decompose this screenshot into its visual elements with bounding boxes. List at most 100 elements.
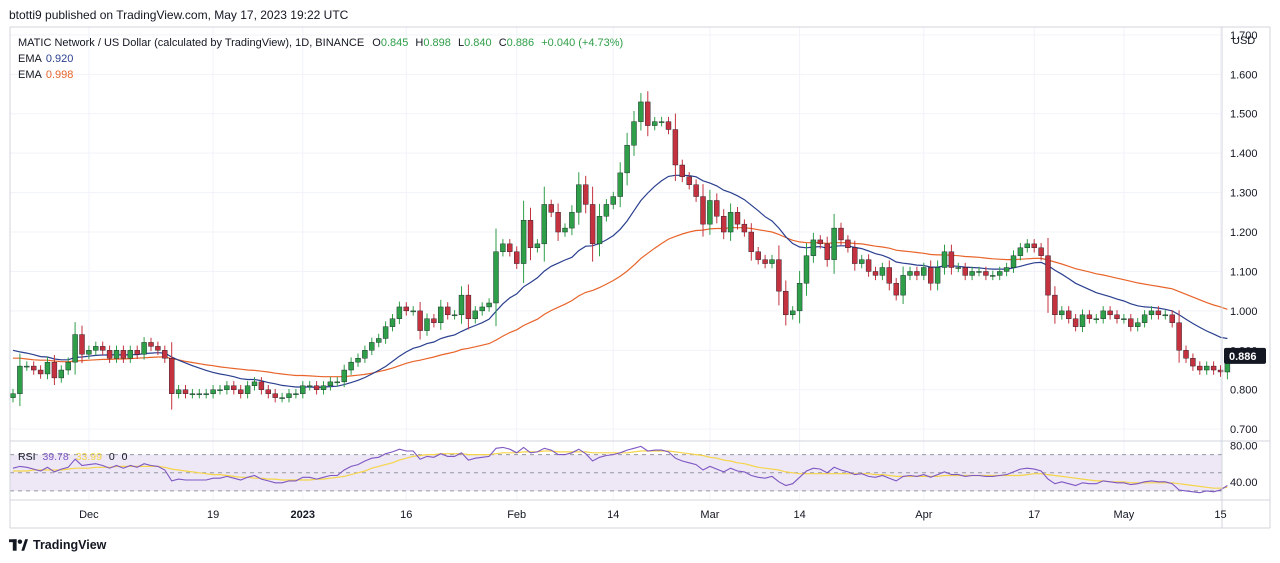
candle — [99, 341, 106, 356]
candle-body — [1176, 322, 1182, 351]
candle-body — [1107, 310, 1113, 316]
candle-body — [106, 350, 113, 359]
candle — [1197, 361, 1203, 375]
candle-body — [652, 121, 658, 126]
candle-body — [790, 310, 796, 316]
candle — [721, 209, 727, 240]
candle-body — [445, 306, 451, 316]
candle-body — [458, 294, 465, 316]
candle — [237, 385, 244, 399]
tradingview-logo-icon — [9, 539, 28, 551]
candle — [1107, 306, 1113, 320]
candle — [265, 385, 271, 399]
candle — [589, 186, 596, 262]
candle-body — [472, 310, 478, 319]
candle — [334, 377, 340, 387]
candle-body — [686, 176, 692, 185]
candle-body — [362, 350, 368, 359]
candle-body — [1114, 314, 1120, 319]
candle-body — [313, 385, 320, 390]
change-value: +0.040 (+4.73%) — [541, 37, 624, 49]
candle-body — [417, 310, 423, 331]
candle-body — [389, 318, 396, 327]
candle — [652, 116, 658, 131]
tradingview-logo[interactable]: TradingView — [9, 538, 106, 552]
candle — [244, 381, 251, 399]
candle-body — [755, 251, 761, 260]
candle — [1190, 353, 1196, 371]
candle-body — [1197, 365, 1203, 371]
candle-body — [155, 346, 161, 351]
rsi-label: RSI — [18, 451, 36, 463]
ema-fast-legend[interactable]: EMA 0.920 — [18, 51, 623, 67]
rsi-ma-value: 33.99 — [75, 451, 102, 463]
candle-body — [631, 121, 637, 146]
candle-body — [658, 121, 665, 123]
time-tick-label: Feb — [507, 509, 526, 521]
candle — [803, 243, 810, 296]
candle — [17, 353, 23, 407]
candle-body — [1190, 358, 1196, 367]
candle — [37, 365, 44, 379]
candle — [258, 377, 265, 395]
candle-body — [734, 212, 741, 225]
candle-body — [251, 381, 258, 387]
candle — [769, 254, 775, 269]
time-tick-label: 16 — [400, 509, 412, 521]
candle — [617, 162, 623, 208]
candle-body — [928, 267, 934, 284]
rsi-band-fill — [10, 454, 1222, 491]
candle-body — [148, 342, 154, 347]
candle-body — [1086, 314, 1093, 319]
candle — [527, 207, 534, 261]
time-tick-label: Mar — [700, 509, 719, 521]
candle-body — [700, 196, 706, 225]
candle — [914, 266, 920, 281]
candle — [431, 314, 437, 328]
candle-body — [1072, 318, 1079, 327]
candle — [665, 116, 672, 135]
candle — [555, 203, 561, 241]
candle — [348, 357, 354, 375]
candle-body — [817, 239, 823, 245]
chart-legend: MATIC Network / US Dollar (calculated by… — [18, 35, 623, 83]
candle-body — [334, 381, 340, 384]
candle — [155, 341, 161, 356]
candle-body — [210, 389, 216, 394]
candle-body — [727, 212, 734, 233]
time-tick-label: May — [1114, 509, 1135, 521]
candle-body — [1079, 314, 1086, 327]
candle — [113, 345, 120, 363]
candle-body — [520, 219, 527, 264]
candle — [928, 260, 934, 291]
candle-body — [237, 389, 244, 394]
rsi-legend[interactable]: RSI 39.78 33.99 0 0 — [18, 451, 131, 463]
candle-body — [962, 267, 968, 276]
candle — [1024, 239, 1031, 253]
candle — [1134, 317, 1141, 332]
candle-body — [969, 271, 975, 276]
candle-body — [1010, 255, 1017, 268]
time-tick-label: 14 — [607, 509, 619, 521]
candle — [396, 301, 403, 325]
candle — [1079, 309, 1086, 332]
candle — [1031, 239, 1037, 253]
candle — [58, 365, 64, 383]
axes: 0.7000.8000.9001.0001.1001.2001.3001.400… — [79, 30, 1266, 521]
candle-body — [665, 121, 672, 130]
candle-body — [610, 196, 616, 205]
candle — [1003, 262, 1010, 277]
candlesticks — [10, 91, 1231, 410]
candle — [583, 175, 589, 214]
current-price-tag — [1224, 347, 1266, 364]
time-tick-label: Dec — [79, 509, 99, 521]
candle — [479, 302, 485, 316]
ohlc-low-value: 0.840 — [464, 37, 492, 49]
candle — [548, 199, 554, 218]
candle-body — [583, 184, 589, 205]
rsi-tick-label: 40.00 — [1230, 477, 1258, 489]
candle-body — [141, 342, 147, 355]
candle — [148, 337, 154, 352]
ema-slow-legend[interactable]: EMA 0.998 — [18, 67, 623, 83]
